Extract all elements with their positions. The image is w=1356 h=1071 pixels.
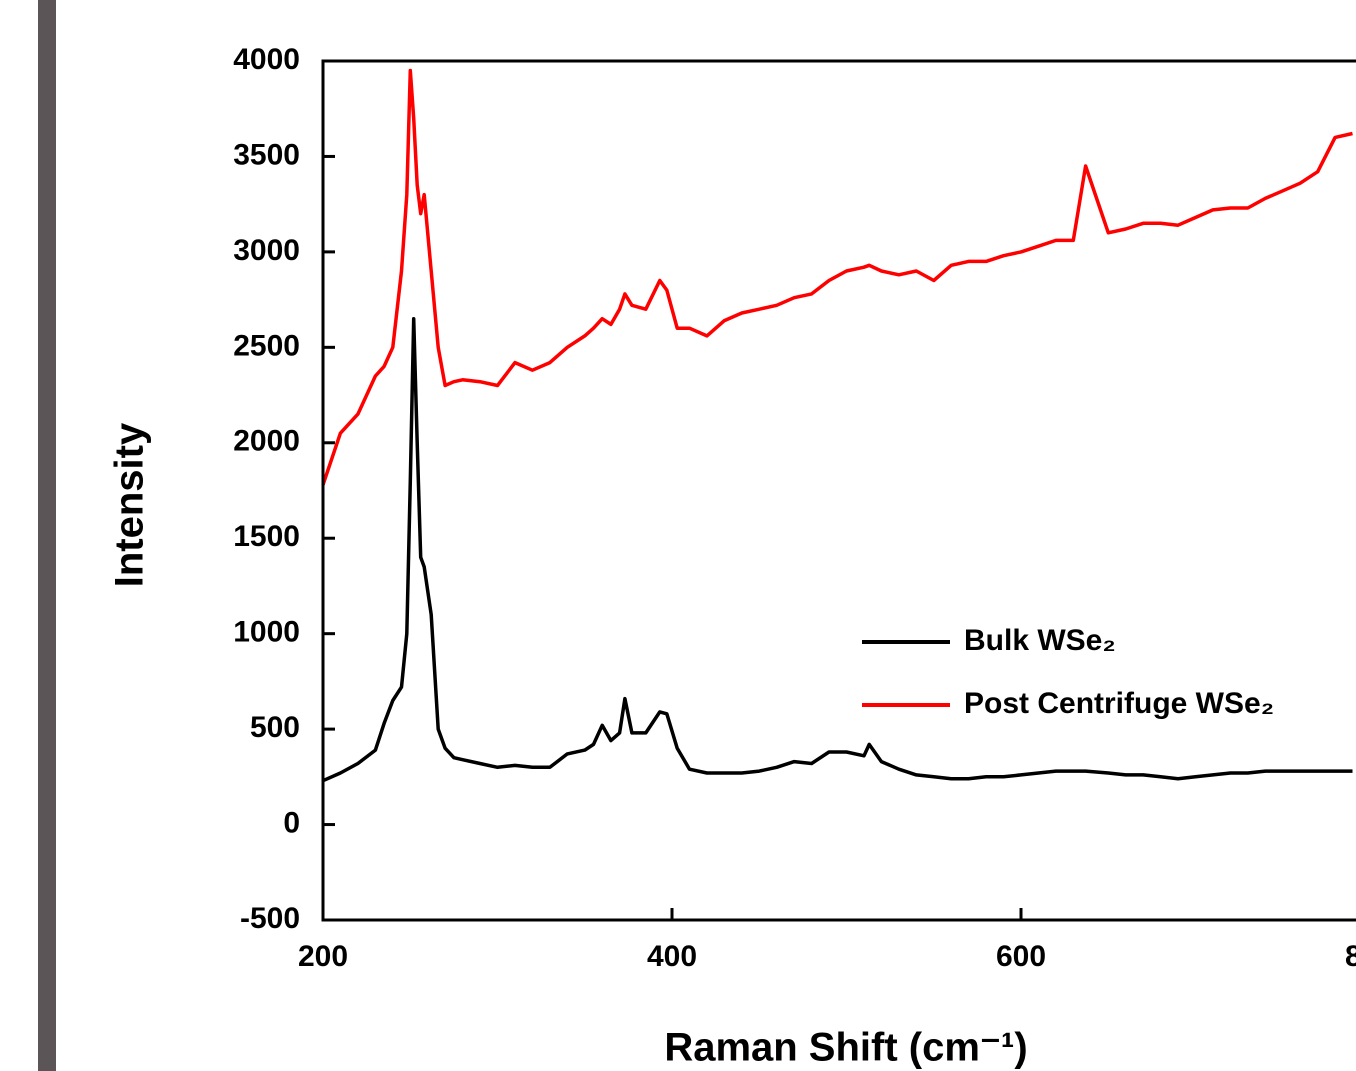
- x-tick-label: 400: [647, 940, 697, 973]
- plot-frame: [321, 59, 1356, 922]
- y-tick-label: 500: [250, 711, 300, 744]
- y-tick-label: 1500: [233, 520, 300, 553]
- series-line: [322, 316, 1353, 783]
- y-tick-label: 2500: [233, 329, 300, 362]
- y-tick-label: -500: [240, 902, 300, 935]
- side-bar: [38, 0, 56, 1071]
- x-tick-label: 800: [1345, 940, 1356, 973]
- y-tick-label: 2000: [233, 425, 300, 458]
- x-axis-title: Raman Shift (cm⁻¹): [664, 1026, 1027, 1070]
- series-line: [321, 68, 1353, 486]
- y-tick-label: 0: [283, 806, 300, 839]
- legend-label: Bulk WSe₂: [964, 624, 1116, 657]
- y-tick-label: 3500: [233, 138, 300, 171]
- y-axis-title: Intensity: [108, 422, 152, 587]
- x-tick-label: 200: [298, 940, 348, 973]
- x-tick-label: 600: [996, 940, 1046, 973]
- y-tick-label: 4000: [233, 43, 300, 76]
- y-tick-label: 3000: [233, 234, 300, 267]
- legend-label: Post Centrifuge WSe₂: [964, 687, 1274, 720]
- y-tick-label: 1000: [233, 616, 300, 649]
